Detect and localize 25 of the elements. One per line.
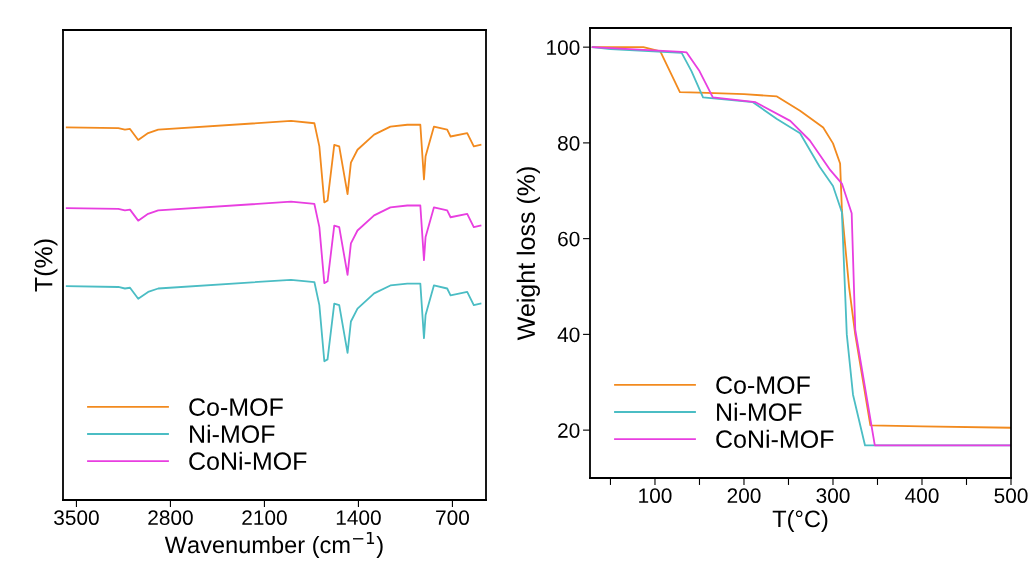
legend-label: CoNi-MOF	[189, 451, 307, 471]
x-tick-label: 400	[905, 488, 939, 504]
legend-label: Co-MOF	[189, 398, 283, 416]
x-tick-label: 100	[639, 488, 672, 504]
x-axis-title: T(°C)	[772, 509, 828, 532]
x-tick-label: 300	[816, 488, 850, 504]
x-tick-label: 500	[994, 488, 1028, 504]
legend-label: Ni-MOF	[190, 424, 275, 443]
x-tick-label: 2800	[148, 510, 193, 526]
y-tick-label: 40	[557, 327, 580, 343]
y-tick-label: 20	[558, 423, 580, 438]
y-tick-label: 100	[547, 40, 580, 55]
y-axis-title: T(%)	[34, 239, 58, 292]
x-axis-title: Wavenumber (cm$^{−1}$)	[164, 531, 383, 558]
y-tick-label: 60	[558, 231, 580, 247]
legend-label: Co-MOF	[716, 376, 810, 394]
y-axis-title: Weight loss (%)	[516, 167, 540, 341]
legend-label: CoNi-MOF	[716, 429, 834, 449]
legend-label: Ni-MOF	[717, 402, 802, 421]
x-tick-label: 3500	[54, 510, 99, 526]
x-tick-label: 200	[727, 488, 761, 504]
x-tick-label: 2100	[242, 510, 287, 526]
x-tick-label: 700	[436, 510, 469, 526]
y-tick-label: 80	[558, 135, 580, 151]
x-tick-label: 1400	[336, 510, 381, 526]
